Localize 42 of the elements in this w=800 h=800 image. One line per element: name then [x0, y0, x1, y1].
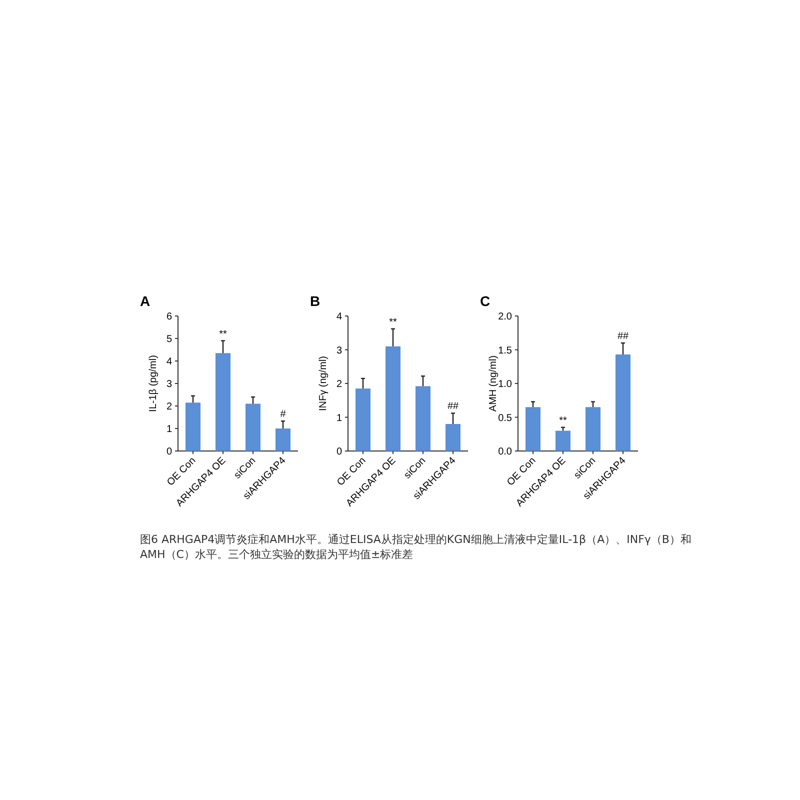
- bar: [556, 430, 570, 451]
- y-tick-label: 2.0: [498, 312, 512, 322]
- bar: [446, 424, 460, 451]
- caption: 图6 ARHGAP4调节炎症和AMH水平。通过ELISA从指定处理的KGN细胞上清液中定量IL-1β（A）、INFγ（B）和AMH（C）水平。三个独立实验的数据为平均值±标准差: [140, 532, 692, 562]
- y-tick-label: 5: [166, 334, 172, 345]
- y-tick-label: 3: [166, 379, 172, 390]
- annotation: #: [280, 409, 286, 420]
- chart-title: A: [140, 293, 150, 309]
- y-tick-label: 1: [336, 412, 342, 424]
- y-tick-label: 0: [336, 446, 342, 458]
- bar: [616, 354, 630, 451]
- annotation: **: [559, 415, 567, 426]
- bar: [416, 386, 430, 451]
- y-axis-title: INFγ (ng/ml): [318, 356, 329, 411]
- y-tick-label: 3: [336, 345, 342, 356]
- bar: [216, 353, 230, 451]
- chart-title: C: [480, 293, 490, 309]
- bar: [276, 428, 290, 451]
- bar: [356, 388, 370, 451]
- y-tick-label: 6: [166, 312, 172, 322]
- annotation: **: [389, 316, 397, 328]
- y-tick-label: 0: [166, 446, 172, 458]
- annotation: **: [219, 328, 227, 340]
- y-tick-label: 0.0: [498, 446, 512, 458]
- y-tick-label: 2: [336, 379, 342, 390]
- y-tick-label: 4: [166, 356, 172, 368]
- y-tick-label: 1: [166, 424, 172, 435]
- bar: [186, 402, 200, 451]
- annotation: ##: [447, 401, 459, 412]
- y-tick-label: 0.5: [498, 412, 512, 424]
- y-axis-title: IL-1β (pg/ml): [148, 355, 159, 412]
- y-tick-label: 1.5: [498, 345, 512, 356]
- bar: [586, 407, 600, 451]
- bar: [526, 407, 540, 451]
- bar: [386, 346, 400, 451]
- y-tick-label: 1.0: [498, 379, 512, 390]
- y-tick-label: 2: [166, 402, 172, 412]
- bar: [246, 404, 260, 451]
- annotation: ##: [617, 331, 629, 342]
- y-axis-title: AMH (ng/ml): [488, 355, 499, 412]
- y-tick-label: 4: [336, 312, 342, 322]
- chart-title: B: [310, 293, 320, 309]
